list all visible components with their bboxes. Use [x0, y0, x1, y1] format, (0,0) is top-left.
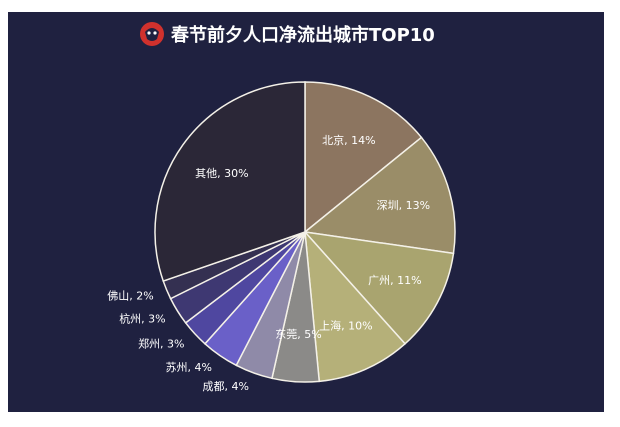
slice-label-9: 佛山, 2%: [107, 289, 153, 302]
pie-slice-1: [303, 136, 456, 255]
pie-slice-3: [304, 229, 407, 383]
slice-label-4: 东莞, 5%: [275, 328, 321, 341]
pie-chart: 春节前夕人口净流出城市TOP10 北京, 14% 深圳, 13% 广州, 11% 上海…: [107, 22, 456, 393]
slice-label-8: 杭州, 3%: [119, 311, 165, 325]
slice-label-3: 上海, 10%: [319, 318, 372, 332]
pie-slice-10: [154, 81, 306, 283]
red-mascot-logo-icon: [140, 22, 164, 46]
pie-slices: [154, 81, 456, 383]
slice-label-6: 苏州, 4%: [166, 361, 212, 374]
slice-label-10: 其他, 30%: [195, 167, 248, 180]
chart-panel: 春节前夕人口净流出城市TOP10 北京, 14% 深圳, 13% 广州, 11% 上海…: [8, 12, 604, 412]
pie-slice-0: [304, 81, 423, 234]
slice-label-2: 广州, 11%: [368, 274, 421, 287]
slice-label-5: 成都, 4%: [202, 380, 248, 393]
pie-slice-2: [303, 230, 455, 345]
slice-label-1: 深圳, 13%: [377, 199, 430, 212]
pie-labels: 北京, 14% 深圳, 13% 广州, 11% 上海, 10%东莞, 5% 成都, 4%…: [107, 133, 430, 393]
slice-label-0: 北京, 14%: [322, 133, 375, 147]
slice-label-7: 郑州, 3%: [138, 336, 184, 350]
chart-title: 春节前夕人口净流出城市TOP10: [171, 24, 435, 46]
